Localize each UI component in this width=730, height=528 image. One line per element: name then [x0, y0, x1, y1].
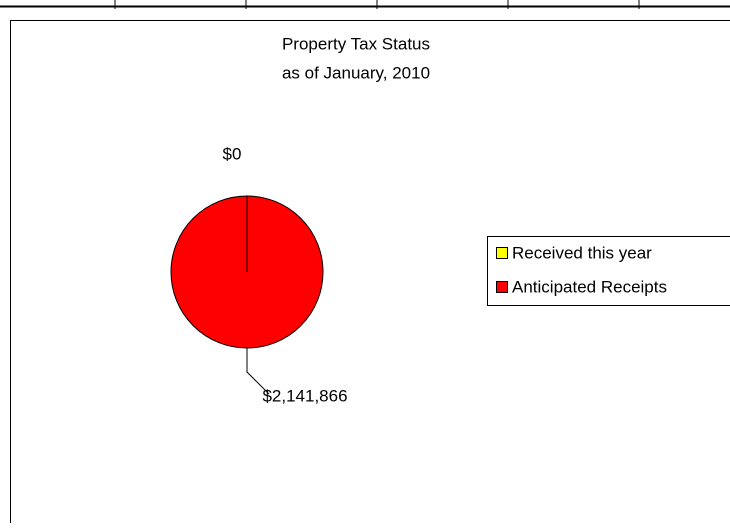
sheet-grid: [0, 0, 730, 9]
chart-title: Property Tax Status: [282, 34, 430, 53]
legend-label: Received this year: [512, 243, 652, 262]
chart-subtitle: as of January, 2010: [282, 63, 430, 82]
legend-swatch: [497, 282, 508, 293]
data-label: $2,141,866: [262, 386, 347, 405]
legend-label: Anticipated Receipts: [512, 277, 667, 296]
legend-swatch: [497, 248, 508, 259]
data-label: $0: [223, 144, 242, 163]
